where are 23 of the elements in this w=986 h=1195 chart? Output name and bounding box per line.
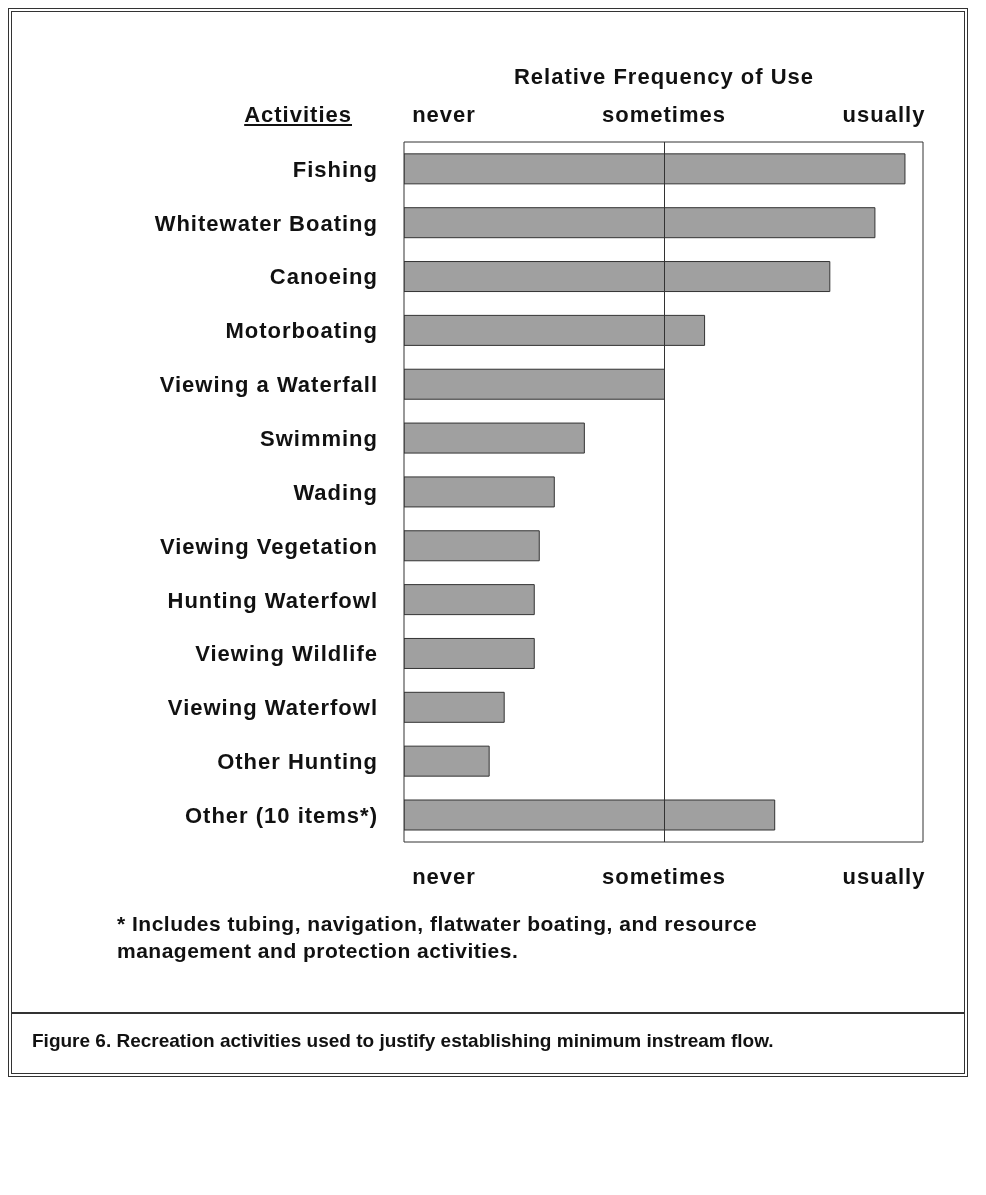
y-tick-label: Viewing a Waterfall <box>159 372 378 398</box>
y-tick-label: Canoeing <box>269 264 378 290</box>
text: * Includes tubing, navigation, flatwater boating, and resource management and protection activities. <box>117 911 759 965</box>
y-tick-label: Viewing Waterfowl <box>167 695 378 721</box>
y-tick-label: Other Hunting <box>217 749 378 775</box>
y-tick-label: Whitewater Boating <box>154 210 378 236</box>
x2-axis-title: Relative Frequency of Use <box>512 64 816 90</box>
text: sometimes <box>601 864 727 890</box>
y-tick-label: Wading <box>293 479 378 505</box>
y-tick-label: Hunting Waterfowl <box>167 587 378 613</box>
y-tick-label: Viewing Vegetation <box>159 533 378 559</box>
text: sometimes <box>601 102 727 128</box>
y-tick-label: Viewing Wildlife <box>195 641 378 667</box>
text: never <box>411 864 477 890</box>
text: Figure 6. Recreation activities used to justify establishing minimum instream flow. <box>12 1012 964 1073</box>
text: never <box>412 102 476 127</box>
text: usually <box>841 864 927 890</box>
y-tick-label: Fishing <box>292 156 378 182</box>
y-tick-label: Other (10 items*) <box>184 802 378 828</box>
y-tick-label: Swimming <box>259 425 378 451</box>
text: usually <box>841 102 927 128</box>
y-tick-label: Motorboating <box>225 318 378 344</box>
y-axis-title: Activities <box>243 102 352 128</box>
